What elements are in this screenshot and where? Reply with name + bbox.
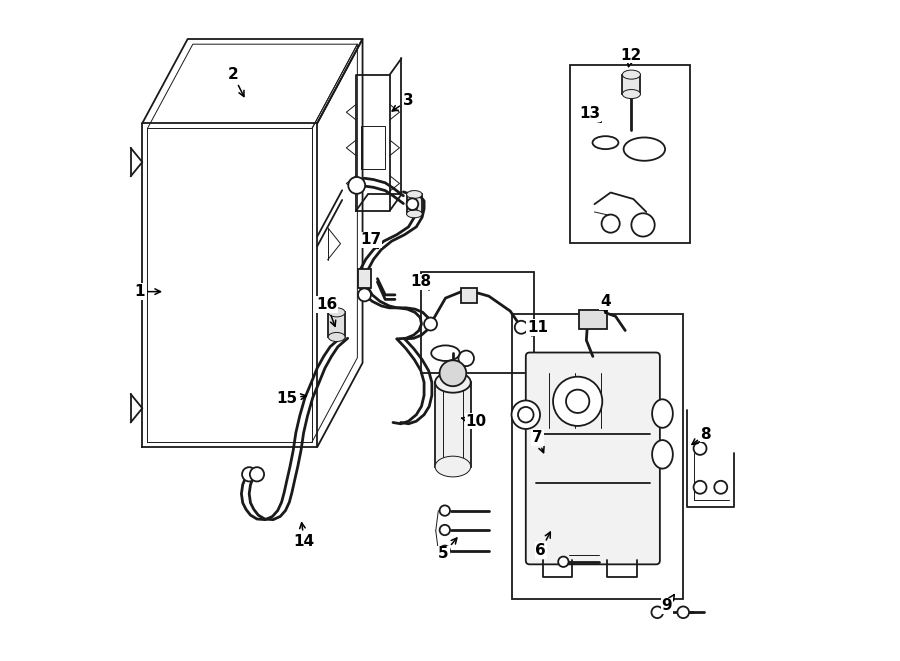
Circle shape xyxy=(694,481,706,494)
Circle shape xyxy=(439,545,450,556)
Circle shape xyxy=(715,481,727,494)
Ellipse shape xyxy=(328,332,345,342)
Text: 10: 10 xyxy=(462,414,487,429)
Bar xyxy=(622,75,641,94)
Bar xyxy=(579,310,608,329)
Bar xyxy=(421,272,535,373)
Circle shape xyxy=(678,606,689,618)
Ellipse shape xyxy=(435,456,471,477)
FancyBboxPatch shape xyxy=(526,352,660,564)
Ellipse shape xyxy=(652,399,673,428)
Circle shape xyxy=(652,606,663,618)
Circle shape xyxy=(250,467,264,481)
Text: 12: 12 xyxy=(621,48,642,67)
Ellipse shape xyxy=(435,372,471,393)
Ellipse shape xyxy=(622,89,641,98)
Ellipse shape xyxy=(328,308,345,317)
Text: 14: 14 xyxy=(293,523,315,549)
Circle shape xyxy=(242,467,256,481)
Text: 9: 9 xyxy=(662,594,674,613)
Text: 2: 2 xyxy=(228,67,244,97)
Text: 5: 5 xyxy=(438,538,457,561)
Bar xyxy=(511,315,683,600)
Text: 15: 15 xyxy=(276,391,306,406)
Circle shape xyxy=(358,288,371,301)
Text: 11: 11 xyxy=(527,320,548,336)
Circle shape xyxy=(554,377,602,426)
Circle shape xyxy=(518,407,534,422)
Ellipse shape xyxy=(622,70,641,79)
Circle shape xyxy=(558,557,569,567)
Bar xyxy=(358,269,371,288)
Text: 3: 3 xyxy=(392,93,413,111)
Ellipse shape xyxy=(407,210,422,217)
Circle shape xyxy=(439,525,450,535)
Bar xyxy=(570,65,689,243)
Ellipse shape xyxy=(652,440,673,469)
Circle shape xyxy=(348,177,365,194)
Circle shape xyxy=(424,317,437,330)
Circle shape xyxy=(407,198,418,210)
Text: 6: 6 xyxy=(536,532,550,559)
Text: 18: 18 xyxy=(410,274,431,290)
Circle shape xyxy=(439,506,450,516)
Text: 1: 1 xyxy=(134,284,160,299)
Text: 7: 7 xyxy=(532,430,544,453)
Circle shape xyxy=(515,321,527,334)
Bar xyxy=(361,126,384,169)
Bar xyxy=(328,313,345,337)
Text: 16: 16 xyxy=(316,297,338,327)
Text: 8: 8 xyxy=(692,426,711,444)
Text: 4: 4 xyxy=(600,294,611,313)
Ellipse shape xyxy=(439,360,466,386)
Circle shape xyxy=(566,389,590,413)
Text: 17: 17 xyxy=(360,232,382,249)
Bar xyxy=(461,288,477,303)
Bar xyxy=(407,194,422,214)
Circle shape xyxy=(694,442,706,455)
Bar xyxy=(435,382,471,467)
Circle shape xyxy=(511,401,540,429)
Text: 13: 13 xyxy=(580,106,601,122)
Ellipse shape xyxy=(407,190,422,198)
